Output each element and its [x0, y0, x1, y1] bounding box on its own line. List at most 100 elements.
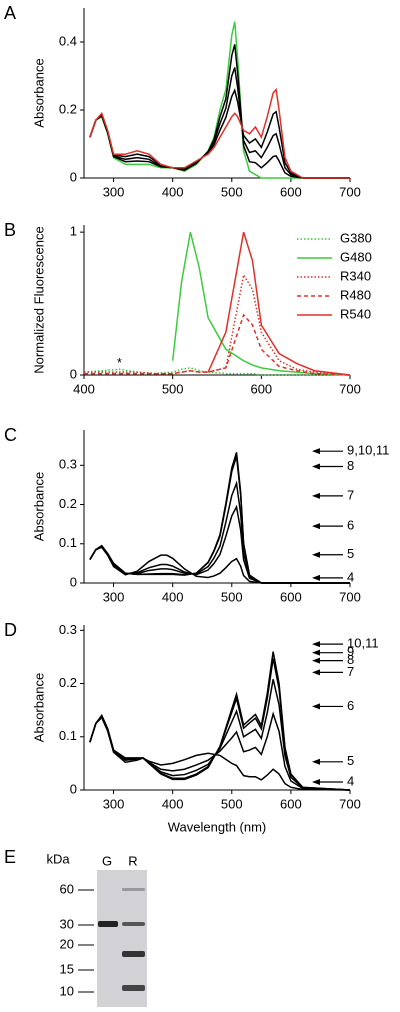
marker-label: 20	[60, 936, 74, 951]
arrow-head	[312, 649, 320, 656]
arrow-head	[312, 669, 320, 676]
x-tick-label: 400	[73, 381, 95, 396]
x-tick-label: 700	[339, 184, 361, 199]
y-axis-label: Absorbance	[31, 58, 46, 127]
x-tick-label: 400	[162, 184, 184, 199]
gel-band	[122, 985, 145, 991]
arrow-label: 8	[347, 652, 354, 667]
y-axis-label: Absorbance	[31, 472, 46, 541]
x-tick-label: 300	[103, 184, 125, 199]
arrow-head	[312, 779, 320, 786]
y-tick-label: 0.3	[59, 622, 77, 637]
x-tick-label: 600	[280, 796, 302, 811]
panel-label: A	[4, 3, 16, 23]
arrow-label: 6	[347, 698, 354, 713]
series-line	[89, 711, 351, 791]
arrow-label: 9,10,11	[347, 443, 389, 458]
marker-label: 30	[60, 916, 74, 931]
arrow-label: 4	[347, 773, 354, 788]
series-line	[89, 21, 350, 179]
y-tick-label: 0	[70, 781, 77, 796]
x-tick-label: 300	[103, 589, 125, 604]
y-tick-label: 0.2	[59, 675, 77, 690]
lane-label: R	[128, 853, 137, 868]
x-tick-label: 500	[221, 589, 243, 604]
gel-band	[122, 922, 145, 926]
arrow-head	[312, 523, 320, 530]
x-axis-label: Wavelength (nm)	[168, 819, 267, 834]
x-tick-label: 700	[339, 381, 361, 396]
arrow-head	[312, 657, 320, 664]
y-axis-label: Normalized Fluorescence	[31, 226, 46, 373]
x-tick-label: 600	[250, 381, 272, 396]
y-tick-label: 0.3	[59, 457, 77, 472]
arrow-label: 10,11	[347, 636, 379, 651]
arrow-label: 8	[347, 458, 354, 473]
arrow-head	[312, 551, 320, 558]
series-line	[84, 272, 351, 376]
legend-label: R540	[340, 306, 371, 321]
y-axis-label: Absorbance	[31, 673, 46, 742]
x-tick-label: 500	[221, 184, 243, 199]
marker-label: 15	[60, 961, 74, 976]
series-line	[171, 231, 351, 376]
arrow-head	[312, 463, 320, 470]
series-line	[89, 658, 351, 791]
gel-band	[122, 951, 145, 957]
series-line	[89, 67, 350, 179]
panel-label: E	[4, 847, 16, 867]
arrow-head	[312, 574, 320, 581]
panel-label: D	[4, 620, 17, 640]
panel-label: C	[4, 425, 17, 445]
y-tick-label: 0	[70, 366, 77, 381]
x-tick-label: 500	[221, 796, 243, 811]
x-tick-label: 700	[339, 796, 361, 811]
y-tick-label: 0.2	[59, 101, 77, 116]
series-line	[89, 546, 350, 584]
legend-label: G480	[340, 249, 372, 264]
arrow-label: 7	[347, 487, 354, 502]
series-line	[89, 456, 350, 584]
series-line	[84, 313, 351, 376]
arrow-label: 9	[347, 644, 354, 659]
gel-band	[98, 921, 118, 927]
series-line	[83, 367, 350, 376]
unit-label: kDa	[46, 851, 70, 866]
arrow-head	[312, 758, 320, 765]
y-tick-label: 0.1	[59, 535, 77, 550]
gel-band	[122, 888, 145, 891]
arrow-label: 5	[347, 753, 354, 768]
arrow-head	[312, 492, 320, 499]
y-tick-label: 0.1	[59, 728, 77, 743]
y-tick-label: 0	[70, 169, 77, 184]
arrow-label: 4	[347, 569, 354, 584]
legend-label: R480	[340, 287, 371, 302]
panel-label: B	[4, 220, 16, 240]
legend-label: G380	[340, 230, 372, 245]
y-tick-label: 0.4	[59, 33, 77, 48]
series-line	[89, 679, 351, 791]
annotation: *	[117, 355, 122, 370]
series-line	[89, 44, 350, 179]
y-tick-label: 0	[70, 574, 77, 589]
arrow-label: 5	[347, 546, 354, 561]
series-line	[89, 651, 351, 791]
arrow-head	[312, 641, 320, 648]
series-line	[89, 716, 351, 791]
lane-label: G	[102, 853, 112, 868]
marker-label: 60	[60, 881, 74, 896]
x-tick-label: 400	[162, 589, 184, 604]
gel-image	[97, 870, 147, 1007]
series-line	[207, 231, 351, 376]
x-tick-label: 600	[280, 589, 302, 604]
arrow-head	[312, 448, 320, 455]
x-tick-label: 700	[339, 589, 361, 604]
x-tick-label: 500	[162, 381, 184, 396]
x-tick-label: 400	[162, 796, 184, 811]
x-tick-label: 600	[280, 184, 302, 199]
y-tick-label: 1	[70, 224, 77, 239]
gel	[97, 870, 147, 1007]
series-line	[89, 87, 350, 179]
marker-label: 10	[60, 983, 74, 998]
